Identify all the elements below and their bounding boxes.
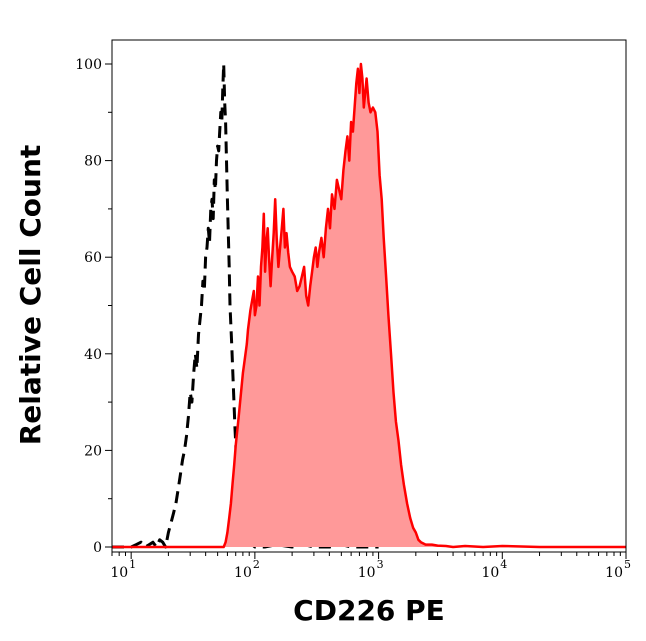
- x-axis-label: CD226 PE: [293, 594, 445, 627]
- series-layer: [112, 62, 626, 549]
- x-tick-exponent: 2: [253, 558, 260, 571]
- y-axis: 0 20 40 60 80 100: [75, 57, 112, 556]
- x-tick-exponent: 1: [129, 558, 136, 571]
- y-tick-label: 80: [84, 154, 102, 170]
- x-tick-base: 10: [605, 565, 623, 581]
- y-tick-label: 20: [84, 443, 102, 459]
- series-1-line: [112, 62, 626, 549]
- series-1-fill: [112, 64, 626, 547]
- x-tick-exponent: 5: [624, 558, 631, 571]
- x-tick-label: 104: [481, 558, 507, 581]
- x-tick-label: 102: [234, 558, 260, 581]
- x-tick-exponent: 3: [377, 558, 384, 571]
- plot-frame: [111, 39, 627, 553]
- x-tick-base: 10: [234, 565, 252, 581]
- y-tick-label: 100: [75, 57, 102, 73]
- x-tick-exponent: 4: [500, 558, 507, 571]
- y-tick-label: 0: [93, 540, 102, 556]
- y-tick-label: 60: [84, 250, 102, 266]
- x-tick-label: 103: [358, 558, 384, 581]
- x-tick-label: 105: [605, 558, 631, 581]
- x-tick-base: 10: [481, 565, 499, 581]
- x-tick-base: 10: [110, 565, 128, 581]
- y-tick-label: 40: [84, 347, 102, 363]
- y-axis-label: Relative Cell Count: [14, 145, 47, 446]
- x-tick-label: 101: [110, 558, 136, 581]
- x-tick-base: 10: [358, 565, 376, 581]
